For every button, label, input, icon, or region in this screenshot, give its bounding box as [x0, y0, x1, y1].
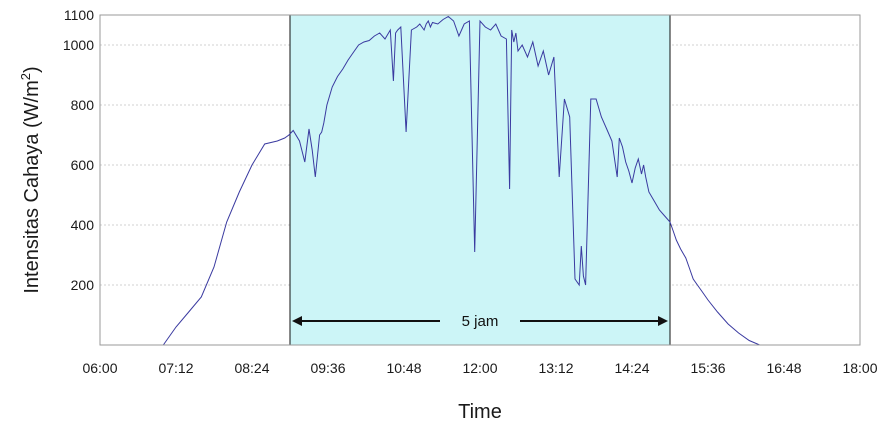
- x-tick-label: 07:12: [158, 360, 193, 376]
- y-tick-label: 1000: [63, 37, 94, 53]
- x-tick-label: 08:24: [234, 360, 269, 376]
- y-tick-label: 600: [71, 157, 95, 173]
- shaded-region: [289, 14, 671, 346]
- x-tick-label: 14:24: [614, 360, 649, 376]
- x-axis-ticks: 06:00 07:12 08:24 09:36 10:48 12:00 13:12 14:24…: [82, 360, 877, 376]
- x-axis-title: Time: [458, 401, 502, 423]
- x-tick-label: 10:48: [386, 360, 421, 376]
- y-tick-label: 1100: [64, 7, 94, 23]
- x-tick-label: 09:36: [310, 360, 345, 376]
- x-tick-label: 15:36: [690, 360, 725, 376]
- x-tick-label: 12:00: [462, 360, 497, 376]
- y-tick-label: 800: [71, 97, 95, 113]
- x-tick-label: 16:48: [766, 360, 801, 376]
- series-line: [162, 15, 818, 346]
- annotation-label: 5 jam: [462, 313, 499, 330]
- x-tick-label: 06:00: [82, 360, 117, 376]
- plot-border: [99, 14, 861, 346]
- y-axis-title-main: Intensitas Cahaya (W/m: [21, 80, 43, 293]
- duration-annotation: 5 jam: [292, 313, 668, 330]
- x-tick-label: 13:12: [538, 360, 573, 376]
- y-axis-ticks: 200 400 600 800 1000 1100: [63, 7, 94, 293]
- y-axis-title-suffix: ): [21, 66, 43, 73]
- y-axis-title-superscript: 2: [18, 73, 33, 80]
- y-tick-label: 200: [71, 277, 95, 293]
- y-tick-label: 400: [71, 217, 95, 233]
- annotation-arrowhead-right: [658, 316, 668, 326]
- y-axis-title: Intensitas Cahaya (W/m2): [18, 66, 43, 293]
- x-tick-label: 18:00: [842, 360, 877, 376]
- annotation-arrowhead-left: [292, 316, 302, 326]
